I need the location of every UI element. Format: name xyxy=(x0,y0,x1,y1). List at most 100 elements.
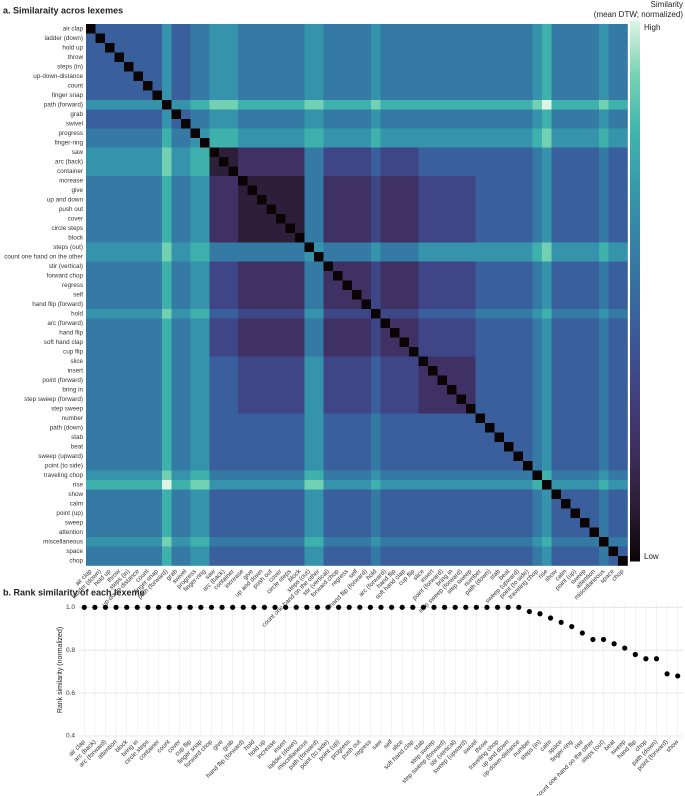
heatmap-cell xyxy=(152,90,163,101)
heatmap-cell xyxy=(523,138,533,148)
heatmap-cell xyxy=(295,451,305,462)
heatmap-cell xyxy=(152,271,163,281)
heatmap-cell xyxy=(428,271,438,281)
heatmap-cell xyxy=(124,299,134,310)
heatmap-cell xyxy=(219,480,229,490)
heatmap-cell xyxy=(190,527,201,538)
heatmap-cell xyxy=(371,81,381,91)
heatmap-cell xyxy=(504,347,514,357)
heatmap-cell xyxy=(409,100,419,110)
heatmap-cell xyxy=(162,461,172,471)
heatmap-cell xyxy=(95,271,106,281)
heatmap-cell xyxy=(323,242,334,253)
heatmap-cell xyxy=(276,375,286,386)
heatmap-cell xyxy=(485,508,495,519)
heatmap-cell xyxy=(618,518,628,528)
heatmap-cell xyxy=(219,204,229,215)
heatmap-cell xyxy=(238,271,248,281)
heatmap-cell xyxy=(219,33,229,44)
heatmap-cell xyxy=(276,157,286,167)
heatmap-cell xyxy=(618,508,628,519)
heatmap-cell xyxy=(361,518,372,528)
heatmap-cell xyxy=(114,242,125,253)
heatmap-cell xyxy=(124,252,134,262)
heatmap-cell xyxy=(409,375,419,386)
heatmap-cell xyxy=(143,451,153,462)
heatmap-cell xyxy=(238,33,248,44)
heatmap-cell xyxy=(257,71,267,82)
heatmap-cell xyxy=(466,394,476,405)
heatmap-cell xyxy=(361,185,372,196)
heatmap-cell xyxy=(209,185,220,196)
heatmap-cell xyxy=(504,290,514,300)
heatmap-cell xyxy=(551,375,562,386)
heatmap-cell xyxy=(456,337,467,348)
heatmap-cell xyxy=(323,546,334,557)
dot xyxy=(314,604,321,610)
heatmap-cell xyxy=(428,480,438,490)
heatmap-cell xyxy=(276,309,286,319)
heatmap-cell xyxy=(428,404,438,414)
heatmap-cell xyxy=(266,356,277,367)
heatmap-cell xyxy=(570,223,581,234)
heatmap-cell xyxy=(190,214,201,224)
heatmap-cell xyxy=(247,185,258,196)
heatmap-cell xyxy=(209,100,220,110)
heatmap-cell xyxy=(295,24,305,34)
heatmap-cell xyxy=(447,90,457,101)
heatmap-cell xyxy=(124,318,134,329)
heatmap-cell xyxy=(124,451,134,462)
heatmap-cell xyxy=(95,461,106,471)
heatmap-cell xyxy=(466,518,476,528)
heatmap-cell xyxy=(114,432,125,443)
heatmap-cell xyxy=(513,432,524,443)
heatmap-cell xyxy=(86,318,96,329)
heatmap-cell xyxy=(409,90,419,101)
heatmap-cell xyxy=(504,356,514,367)
heatmap-cell xyxy=(409,33,419,44)
heatmap-cell xyxy=(428,195,438,205)
heatmap-cell xyxy=(390,71,400,82)
heatmap-cell xyxy=(276,166,286,177)
heatmap-cell xyxy=(532,280,543,291)
heatmap-cell xyxy=(133,62,144,72)
heatmap-cell xyxy=(276,461,286,471)
dot xyxy=(155,604,162,610)
heatmap-cell xyxy=(86,109,96,120)
heatmap-cell xyxy=(371,423,381,433)
heatmap-cell xyxy=(228,309,239,319)
heatmap-cell xyxy=(447,508,457,519)
heatmap-cell xyxy=(456,100,467,110)
heatmap-cell xyxy=(133,385,144,395)
heatmap-cell xyxy=(114,375,125,386)
heatmap-cell xyxy=(124,328,134,338)
heatmap-cell xyxy=(580,100,590,110)
heatmap-cell xyxy=(589,356,600,367)
heatmap-cell xyxy=(152,280,163,291)
heatmap-cell xyxy=(352,214,362,224)
heatmap-cell xyxy=(152,461,163,471)
heatmap-cell xyxy=(257,280,267,291)
heatmap-cell xyxy=(523,508,533,519)
heatmap-cell xyxy=(608,147,619,158)
heatmap-cell xyxy=(494,385,505,395)
heatmap-cell xyxy=(485,90,495,101)
heatmap-cell xyxy=(542,375,552,386)
heatmap-cell xyxy=(456,480,467,490)
heatmap-cell xyxy=(171,508,182,519)
heatmap-cell xyxy=(95,157,106,167)
heatmap-cell xyxy=(238,24,248,34)
heatmap-cell xyxy=(551,157,562,167)
heatmap-cell xyxy=(276,147,286,158)
heatmap-cell xyxy=(618,413,628,424)
heatmap-cell xyxy=(532,71,543,82)
heatmap-cell xyxy=(143,461,153,471)
heatmap-cell xyxy=(86,337,96,348)
heatmap-cell xyxy=(551,90,562,101)
heatmap-cell xyxy=(418,52,429,63)
heatmap-cell xyxy=(409,223,419,234)
heatmap-cell xyxy=(589,556,600,566)
heatmap-cell xyxy=(608,537,619,547)
heatmap-cell xyxy=(437,451,448,462)
heatmap-cell xyxy=(323,442,334,452)
